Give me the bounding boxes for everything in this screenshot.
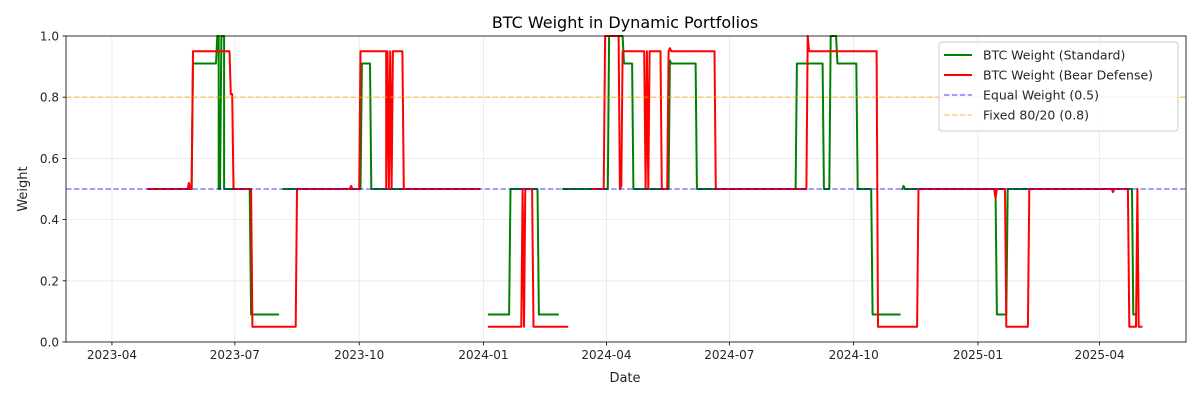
series-line-btc-weight-standard-segment-2 xyxy=(487,188,559,316)
legend-label-fixed-80-20-0-8: Fixed 80/20 (0.8) xyxy=(983,108,1089,123)
y-tick-label-5: 1.0 xyxy=(40,30,59,44)
x-tick-label-6: 2024-10 xyxy=(829,348,879,362)
x-tick-label-1: 2023-07 xyxy=(210,348,260,362)
x-tick-label-0: 2023-04 xyxy=(87,348,137,362)
plot-frame xyxy=(65,35,1187,343)
x-tick-label-7: 2025-01 xyxy=(953,348,1003,362)
y-tick-label-4: 0.8 xyxy=(40,91,59,105)
y-tick-label-2: 0.4 xyxy=(40,213,59,227)
legend: BTC Weight (Standard) BTC Weight (Bear De… xyxy=(938,41,1179,132)
x-tick-label-5: 2024-07 xyxy=(704,348,754,362)
legend-label-equal-weight-0-5: Equal Weight (0.5) xyxy=(983,88,1099,103)
legend-label-btc-weight-bear-defense: BTC Weight (Bear Defense) xyxy=(983,68,1153,83)
y-tick-label-0: 0.0 xyxy=(40,336,59,350)
y-axis-title: Weight xyxy=(16,166,31,211)
x-tick-label-4: 2024-04 xyxy=(581,348,631,362)
x-tick-label-3: 2024-01 xyxy=(458,348,508,362)
y-tick-label-1: 0.2 xyxy=(40,274,59,288)
legend-label-btc-weight-standard: BTC Weight (Standard) xyxy=(983,48,1125,63)
x-axis-title: Date xyxy=(609,371,640,386)
axes-layer: 2023-04 2023-07 2023-10 2024-01 2024-04 2024-… xyxy=(40,30,1187,362)
x-tick-label-8: 2025-04 xyxy=(1074,348,1124,362)
series-line-btc-weight-bear-defense-segment-1 xyxy=(487,188,569,328)
series-line-btc-weight-standard-segment-4 xyxy=(900,184,1137,316)
legend-box xyxy=(938,41,1179,132)
x-tick-label-2: 2023-10 xyxy=(334,348,384,362)
chart-title: BTC Weight in Dynamic Portfolios xyxy=(492,13,758,32)
y-tick-label-3: 0.6 xyxy=(40,152,59,166)
